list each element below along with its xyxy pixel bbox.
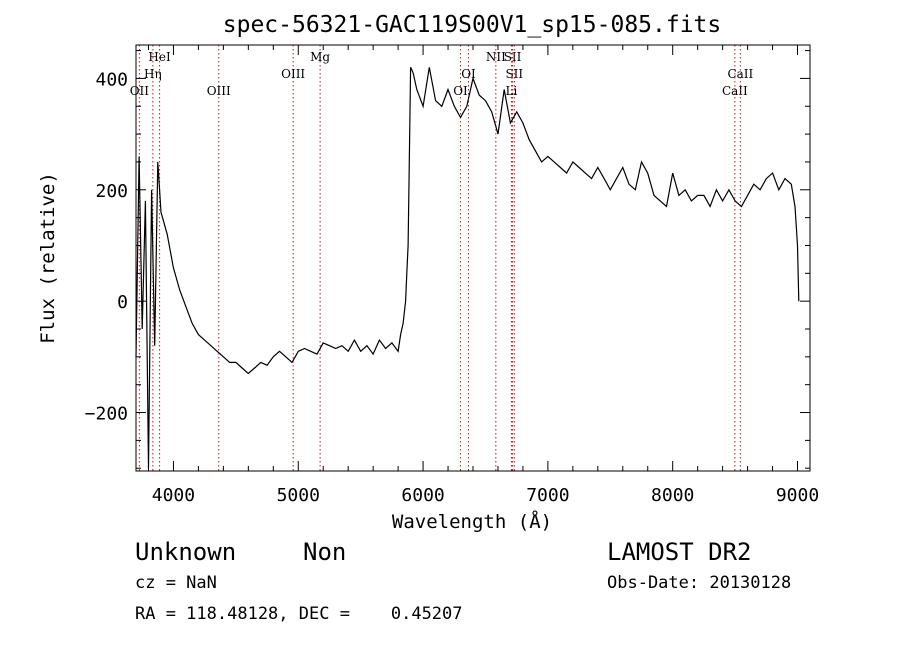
plot-frame: [135, 44, 811, 472]
x-tick-label: 6000: [401, 485, 444, 506]
line-label-oiii: OIII: [207, 84, 231, 98]
line-label-oi: OI: [453, 84, 468, 98]
x-tick-label: 5000: [277, 485, 320, 506]
line-label-caii: CaII: [722, 84, 748, 98]
axis-ticks: 4000 5000 6000 7000 8000 9000 −200 0 200 400: [85, 45, 819, 506]
y-axis-label: Flux (relative): [37, 172, 59, 344]
line-label-sii: SII: [504, 50, 522, 64]
line-label-oiii: OIII: [281, 67, 305, 81]
spectrum-series-line: [135, 67, 800, 469]
chart-title: spec-56321-GAC119S00V1_sp15-085.fits: [223, 12, 722, 38]
x-tick-label: 9000: [776, 485, 819, 506]
x-tick-label: 7000: [526, 485, 569, 506]
line-label-caii: CaII: [727, 67, 753, 81]
coordinates-text: RA = 118.48128, DEC = 0.45207: [135, 604, 463, 624]
survey-name: LAMOST DR2: [607, 538, 752, 566]
object-subclass: Non: [303, 538, 347, 566]
x-tick-label: 4000: [152, 485, 195, 506]
y-tick-label: 400: [95, 69, 128, 90]
line-label-li: Li: [506, 84, 518, 98]
line-label-nii: NII: [486, 50, 506, 64]
y-tick-label: 0: [117, 292, 128, 313]
line-label-hη: Hη: [144, 67, 162, 81]
observation-date: Obs-Date: 20130128: [607, 573, 792, 593]
y-tick-label: −200: [85, 404, 128, 425]
object-type: Unknown: [135, 538, 237, 566]
x-axis-label: Wavelength (Å): [392, 510, 552, 533]
x-tick-label: 8000: [651, 485, 694, 506]
line-label-hei: HeI: [148, 50, 171, 64]
line-label-oi: OI: [461, 67, 476, 81]
line-label-sii: SII: [505, 67, 523, 81]
line-label-mg: Mg: [310, 50, 330, 64]
line-label-oii: OII: [130, 84, 150, 98]
y-tick-label: 200: [95, 181, 128, 202]
redshift-text: cz = NaN: [135, 573, 217, 593]
